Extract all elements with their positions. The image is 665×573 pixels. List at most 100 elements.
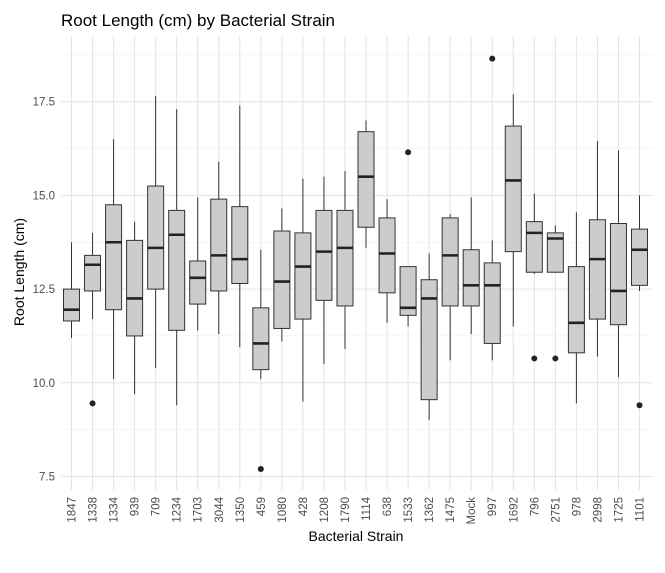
outlier-point: [257, 466, 264, 473]
outlier-point: [489, 55, 496, 62]
box-428: [294, 178, 312, 402]
outlier-point: [405, 149, 412, 156]
iqr-box: [294, 232, 312, 320]
x-tick-label: 796: [529, 497, 541, 516]
box-1080: [273, 208, 291, 342]
x-tick-label: 1475: [445, 497, 457, 523]
iqr-box: [609, 223, 627, 326]
iqr-box: [378, 217, 396, 294]
box-459: [252, 249, 270, 473]
iqr-box: [147, 185, 165, 290]
iqr-box: [525, 221, 543, 273]
box-1703: [189, 197, 207, 331]
box-3044: [210, 161, 228, 335]
y-tick-label: 15.0: [33, 190, 55, 202]
box-1234: [168, 109, 186, 406]
box-638: [378, 199, 396, 323]
iqr-box: [252, 307, 270, 371]
iqr-box: [189, 260, 207, 305]
x-tick-label: 1725: [613, 497, 625, 523]
x-tick-label: 978: [571, 497, 583, 516]
x-tick-label: 1350: [235, 497, 247, 523]
x-tick-label: 1114: [361, 496, 373, 520]
y-axis-title: Root Length (cm): [11, 218, 27, 326]
iqr-box: [441, 217, 459, 307]
outlier-point: [531, 355, 538, 362]
box-1338: [84, 232, 102, 407]
box-709: [147, 96, 165, 368]
x-tick-label: 709: [151, 497, 163, 516]
x-axis-title: Bacterial Strain: [309, 528, 404, 544]
x-tick-label: 2751: [550, 497, 562, 523]
box-1208: [315, 176, 333, 365]
x-tick-label: 1338: [88, 497, 100, 523]
box-1114: [357, 120, 375, 248]
x-tick-label: 459: [256, 497, 268, 516]
box-2751: [546, 225, 564, 362]
box-1533: [399, 149, 417, 327]
box-1692: [504, 94, 522, 327]
x-tick-label: 997: [487, 497, 499, 516]
box-978: [567, 212, 585, 404]
outlier-point: [552, 355, 559, 362]
box-series: [63, 55, 648, 473]
iqr-box: [631, 228, 648, 286]
x-tick-label: 1790: [340, 497, 352, 523]
outlier-point: [636, 402, 643, 409]
tick-labels: 7.5 10.0 12.5 15.0 17.5 1847 1338 1334 939 709 123…: [33, 97, 647, 525]
outlier-point: [89, 400, 96, 407]
box-1101: [631, 195, 648, 409]
iqr-box: [336, 209, 354, 307]
y-tick-label: 12.5: [33, 284, 55, 296]
box-1725: [609, 150, 627, 378]
box-1847: [63, 242, 80, 338]
iqr-box: [63, 288, 80, 322]
box-939: [126, 221, 144, 395]
box-1790: [336, 171, 354, 350]
box-1475: [441, 214, 459, 361]
iqr-box: [483, 262, 501, 344]
y-tick-label: 7.5: [39, 472, 55, 484]
box-796: [525, 193, 543, 362]
x-tick-label: 1533: [403, 497, 415, 523]
iqr-box: [273, 230, 291, 329]
x-tick-label: 1692: [508, 497, 520, 523]
box-1334: [105, 139, 123, 380]
x-tick-label: 1234: [172, 496, 184, 522]
x-tick-label: 2998: [592, 497, 604, 523]
iqr-box: [84, 254, 102, 292]
x-tick-label: 1334: [109, 496, 121, 522]
y-tick-label: 10.0: [33, 378, 55, 390]
x-tick-label: 939: [130, 497, 142, 516]
x-tick-label: Mock: [466, 497, 478, 525]
iqr-box: [399, 266, 417, 316]
iqr-box: [231, 206, 249, 284]
x-tick-label: 1703: [193, 497, 205, 523]
x-tick-label: 1101: [635, 497, 647, 522]
box-2998: [588, 141, 606, 357]
iqr-box: [420, 279, 438, 401]
iqr-box: [105, 204, 123, 311]
x-tick-label: 638: [382, 497, 394, 516]
iqr-box: [357, 131, 375, 228]
iqr-box: [567, 266, 585, 354]
y-tick-label: 17.5: [33, 97, 55, 109]
iqr-box: [504, 125, 522, 253]
box-997: [483, 55, 501, 361]
x-tick-label: 1362: [424, 497, 436, 523]
iqr-box: [315, 209, 333, 301]
box-1350: [231, 105, 249, 348]
box-1362: [420, 253, 438, 421]
iqr-box: [210, 198, 228, 292]
box-Mock: [462, 197, 480, 335]
x-tick-label: 1080: [277, 497, 289, 523]
iqr-box: [588, 219, 606, 320]
iqr-box: [546, 232, 564, 273]
x-tick-label: 3044: [214, 496, 226, 522]
iqr-box: [126, 239, 144, 337]
iqr-box: [462, 249, 480, 307]
x-tick-label: 428: [298, 497, 310, 516]
chart-title: Root Length (cm) by Bacterial Strain: [61, 11, 335, 30]
